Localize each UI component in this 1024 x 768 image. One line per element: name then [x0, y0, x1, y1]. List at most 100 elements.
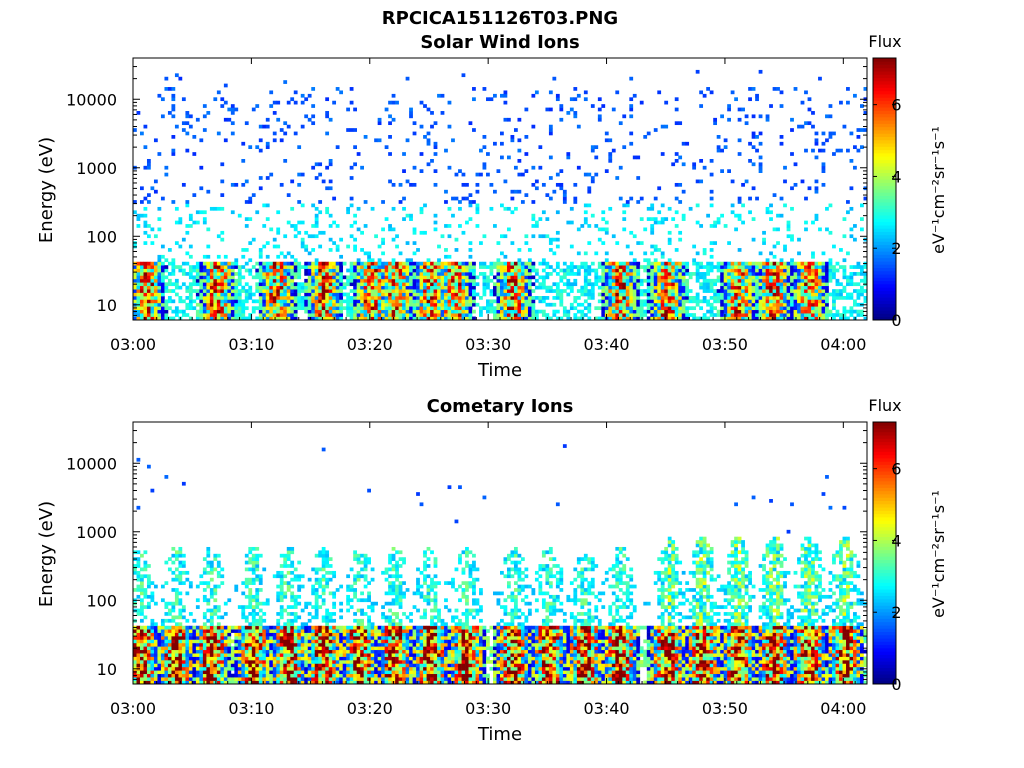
heatmap-cell [748, 309, 752, 314]
heatmap-cell [143, 550, 148, 555]
heatmap-cell [188, 639, 193, 644]
heatmap-cell [272, 111, 277, 115]
colorbar-segment [873, 251, 896, 255]
heatmap-cell [346, 244, 351, 249]
heatmap-cell [209, 646, 214, 651]
heatmap-cell [381, 200, 385, 204]
heatmap-cell [426, 313, 431, 317]
colorbar-segment [873, 159, 896, 164]
heatmap-cell [279, 261, 284, 266]
heatmap-cell [206, 560, 211, 565]
heatmap-cell [381, 251, 385, 256]
heatmap-cell [517, 117, 522, 122]
heatmap-cell [202, 268, 207, 273]
heatmap-cell [860, 227, 864, 232]
heatmap-cell [653, 302, 658, 307]
heatmap-cell [860, 313, 864, 317]
colorbar-segment [873, 238, 896, 242]
heatmap-cell [513, 309, 518, 314]
heatmap-cell [818, 268, 822, 273]
heatmap-cell [751, 296, 756, 300]
heatmap-cell [146, 656, 151, 661]
heatmap-cell [363, 275, 368, 280]
heatmap-cell [209, 296, 214, 300]
heatmap-cell [213, 605, 218, 609]
heatmap-cell [744, 292, 749, 297]
heatmap-cell [269, 296, 274, 300]
heatmap-cell [506, 227, 511, 232]
heatmap-cell [447, 316, 452, 321]
heatmap-cell [206, 111, 211, 115]
heatmap-cell [723, 306, 728, 311]
colorbar-segment [873, 130, 896, 134]
heatmap-cell [199, 656, 204, 661]
heatmap-cell [660, 261, 665, 266]
heatmap-cell [653, 196, 658, 201]
heatmap-cell [167, 278, 172, 283]
heatmap-cell [181, 680, 186, 685]
heatmap-cell [171, 663, 176, 668]
heatmap-cell [713, 224, 718, 228]
heatmap-cell [800, 282, 805, 287]
heatmap-cell [786, 285, 791, 290]
heatmap-cell [779, 272, 784, 276]
heatmap-cell [444, 200, 448, 204]
heatmap-cell [384, 302, 389, 307]
heatmap-cell [230, 313, 235, 317]
heatmap-cell [405, 138, 410, 143]
heatmap-cell [783, 299, 787, 304]
heatmap-cell [479, 261, 483, 266]
heatmap-cell [209, 594, 214, 599]
heatmap-cell [311, 234, 316, 239]
heatmap-cell [139, 598, 144, 603]
heatmap-cell [758, 155, 763, 160]
heatmap-cell [762, 272, 766, 276]
heatmap-cell [234, 289, 239, 293]
heatmap-cell [262, 265, 267, 269]
heatmap-cell [643, 251, 648, 256]
heatmap-cell [223, 299, 228, 304]
heatmap-cell [185, 649, 190, 654]
heatmap-cell [272, 261, 277, 266]
heatmap-cell [790, 234, 794, 239]
heatmap-cell [814, 309, 819, 314]
heatmap-cell [839, 100, 843, 105]
heatmap-cell [479, 309, 483, 314]
heatmap-cell [615, 265, 620, 269]
heatmap-cell [395, 316, 399, 321]
heatmap-cell [437, 275, 441, 280]
heatmap-cell [632, 282, 637, 287]
heatmap-cell [136, 111, 141, 115]
heatmap-cell [573, 316, 578, 321]
heatmap-cell [653, 316, 658, 321]
heatmap-cell [178, 598, 183, 603]
heatmap-cell [559, 169, 564, 173]
heatmap-cell [800, 296, 805, 300]
heatmap-cell [520, 282, 525, 287]
heatmap-cell [821, 265, 826, 269]
heatmap-cell [171, 588, 176, 592]
heatmap-cell [209, 299, 214, 304]
heatmap-cell [349, 176, 354, 180]
heatmap-cell [779, 285, 784, 290]
heatmap-cell [241, 141, 246, 146]
heatmap-cell [821, 275, 826, 280]
heatmap-cell [730, 309, 735, 314]
heatmap-cell [262, 316, 267, 321]
heatmap-cell [234, 285, 239, 290]
heatmap-cell [520, 296, 525, 300]
heatmap-cell [569, 285, 574, 290]
heatmap-cell [440, 111, 445, 115]
heatmap-cell [157, 629, 162, 633]
heatmap-cell [146, 642, 151, 647]
heatmap-cell [405, 292, 410, 297]
heatmap-cell [632, 292, 637, 297]
heatmap-cell [255, 261, 260, 266]
heatmap-cell [751, 282, 756, 287]
heatmap-cell [580, 302, 585, 307]
heatmap-cell [604, 292, 609, 297]
heatmap-cell [167, 261, 172, 266]
heatmap-cell [374, 289, 378, 293]
heatmap-cell [227, 299, 232, 304]
heatmap-cell [157, 666, 162, 671]
